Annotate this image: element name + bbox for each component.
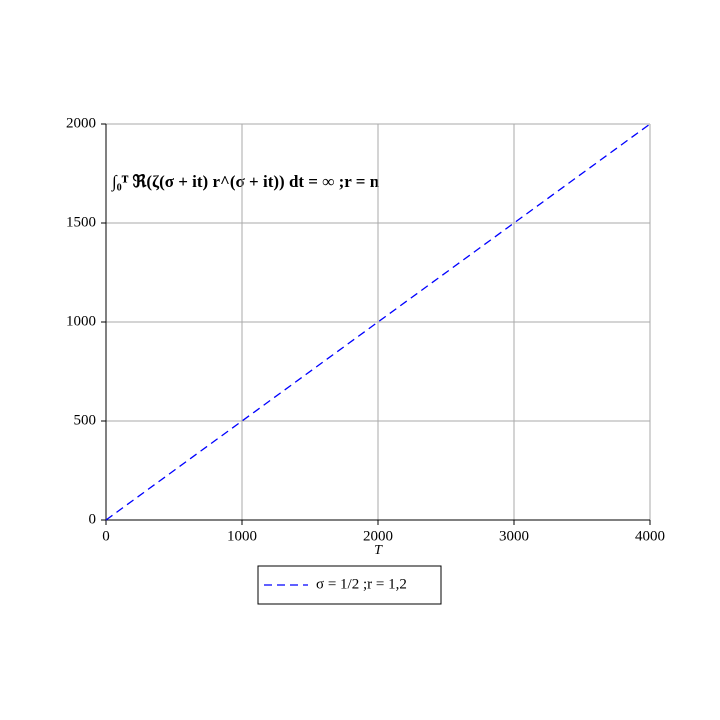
legend-box <box>257 565 442 605</box>
y-tick-label: 0 <box>89 511 97 527</box>
legend-label: σ = 1/2 ;r = 1,2 <box>316 576 407 592</box>
x-tick-label: 4000 <box>635 528 665 544</box>
y-tick-label: 2000 <box>66 115 96 131</box>
x-tick-label: 2000 <box>363 528 393 544</box>
x-tick-label: 3000 <box>499 528 529 544</box>
y-tick-label: 1000 <box>66 313 96 329</box>
x-tick-label: 1000 <box>227 528 257 544</box>
series-line <box>105 123 651 521</box>
annotation: ∫₀ᵀ ℜ(ζ(σ + it) r^(σ + it)) dt = ∞ ;r = … <box>111 172 380 192</box>
x-tick-label: 0 <box>102 528 110 544</box>
y-tick-label: 500 <box>74 412 97 428</box>
y-tick-label: 1500 <box>66 214 96 230</box>
x-axis-label: T <box>374 543 383 558</box>
